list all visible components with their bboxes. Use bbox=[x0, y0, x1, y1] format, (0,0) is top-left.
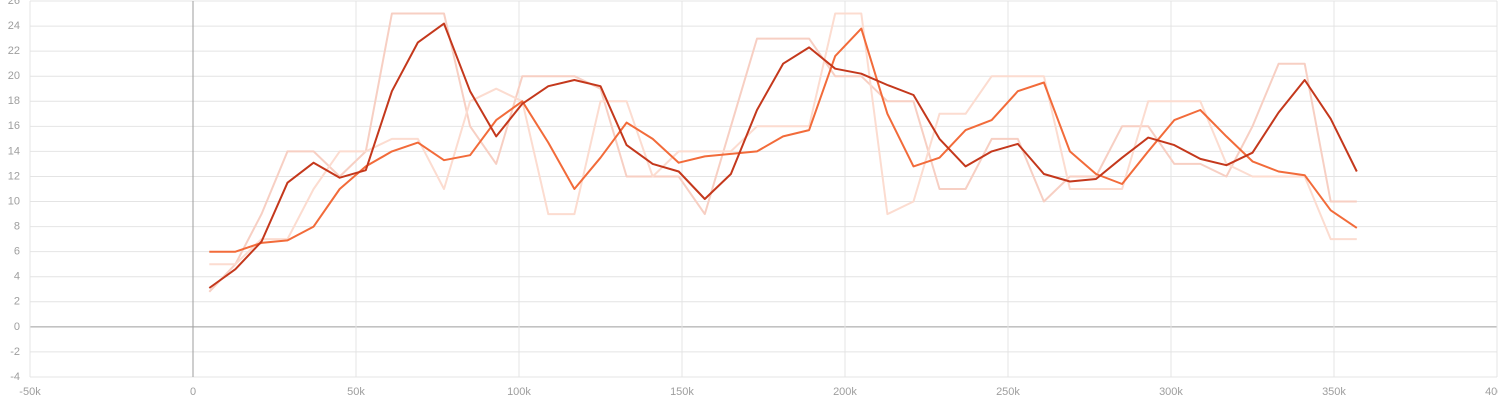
y-tick-label: 10 bbox=[8, 195, 20, 207]
y-tick-label: -2 bbox=[10, 346, 20, 358]
series-line bbox=[209, 27, 1358, 253]
y-tick-label: 18 bbox=[8, 95, 20, 107]
x-tick-label: 300k bbox=[1159, 386, 1183, 398]
series-line bbox=[209, 12, 1357, 266]
y-tick-label: 26 bbox=[8, 0, 20, 7]
y-tick-label: -4 bbox=[10, 371, 20, 383]
y-tick-label: 12 bbox=[8, 170, 20, 182]
y-tick-label: 2 bbox=[14, 296, 20, 308]
x-tick-label: 400k bbox=[1485, 386, 1498, 398]
x-tick-label: 200k bbox=[833, 386, 857, 398]
y-tick-label: 14 bbox=[8, 145, 20, 157]
series-line bbox=[208, 12, 1357, 293]
x-tick-label: 250k bbox=[996, 386, 1020, 398]
y-tick-label: 8 bbox=[14, 221, 20, 233]
x-tick-label: 100k bbox=[507, 386, 531, 398]
y-tick-label: 22 bbox=[8, 45, 20, 57]
x-tick-label: 350k bbox=[1322, 386, 1346, 398]
series-line bbox=[208, 22, 1358, 289]
x-tick-label: 150k bbox=[670, 386, 694, 398]
y-tick-label: 0 bbox=[14, 321, 20, 333]
y-tick-label: 20 bbox=[8, 70, 20, 82]
y-tick-label: 24 bbox=[8, 20, 20, 32]
y-tick-label: 4 bbox=[14, 271, 20, 283]
x-tick-label: -50k bbox=[19, 386, 41, 398]
y-tick-label: 6 bbox=[14, 246, 20, 258]
x-tick-label: 0 bbox=[190, 386, 196, 398]
x-tick-label: 50k bbox=[347, 386, 365, 398]
y-tick-label: 16 bbox=[8, 120, 20, 132]
